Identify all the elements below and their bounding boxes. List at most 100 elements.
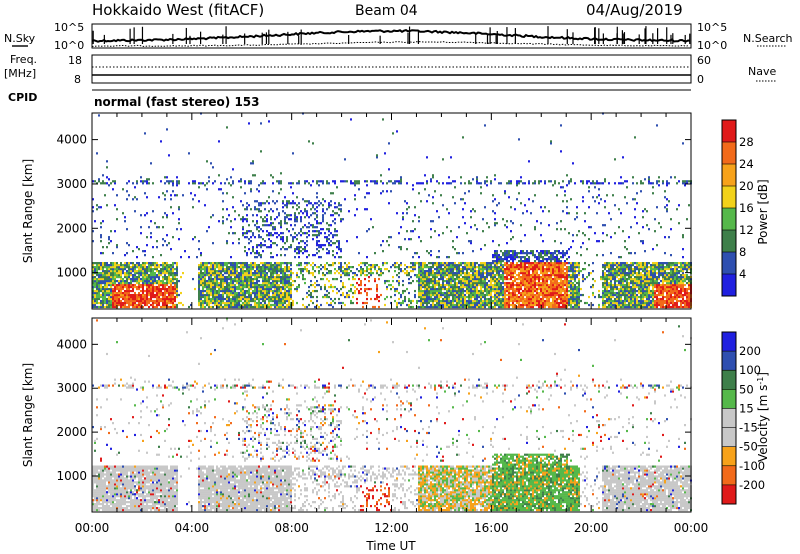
power-cell [226,303,228,307]
power-cell [264,182,266,185]
power-cell [424,174,426,177]
power-cell [122,281,124,285]
power-cell [372,266,374,269]
power-cell [534,283,536,287]
power-cell [250,285,252,289]
power-cell [270,267,272,271]
power-cell [440,301,442,305]
power-cell [518,192,520,195]
power-cell [176,228,178,231]
power-cell [400,267,402,271]
power-cell [200,279,202,283]
power-cell [284,267,286,271]
power-cell [548,303,550,307]
power-cell [318,180,320,183]
power-cell [172,277,174,281]
power-cell [514,269,516,273]
power-cell [394,293,396,297]
power-cell [136,256,138,259]
power-cell [198,285,200,289]
power-cell [258,271,260,275]
power-cell [96,281,98,285]
power-cell [308,234,310,237]
power-cell [136,277,138,281]
power-cell [246,303,248,307]
power-cell [262,244,264,247]
power-cell [100,279,102,283]
power-cell [298,267,300,271]
power-cell [162,269,164,273]
power-cell [304,281,306,285]
power-cell [244,218,246,221]
power-cell [284,220,286,223]
power-cell [212,281,214,285]
power-cell [506,254,508,257]
power-cell [200,289,202,293]
power-cell [386,287,388,291]
power-cell [252,283,254,287]
power-cell [172,305,174,309]
power-cell [392,279,394,283]
power-cell [516,283,518,287]
power-cell [238,287,240,291]
power-cell [210,293,212,297]
power-cell [398,279,400,283]
power-cell [130,279,132,283]
power-cell [154,299,156,303]
power-cell [500,256,502,259]
power-cell [498,275,500,279]
power-cell [132,303,134,307]
power-cell [318,234,320,237]
power-cell [412,299,414,303]
power-cell [198,297,200,301]
power-cell [264,289,266,293]
power-cell [354,194,356,197]
power-cell [224,289,226,293]
power-cell [366,297,368,301]
power-cell [336,277,338,281]
power-cell [388,244,390,247]
power-cell [400,293,402,297]
power-cell [474,266,476,269]
power-cell [240,291,242,295]
power-cell [428,301,430,305]
power-cell [470,277,472,281]
power-cell [148,291,150,295]
power-cell [288,202,290,205]
power-cell [448,295,450,299]
power-cell [402,289,404,293]
power-cell [250,264,252,267]
power-cell [424,262,426,265]
power-cell [254,208,256,211]
power-cell [544,281,546,285]
power-cell [220,285,222,289]
power-cell [354,289,356,293]
power-cell [324,264,326,267]
power-cell [516,256,518,259]
power-cell [148,267,150,271]
power-cell [102,277,104,281]
power-cell [130,295,132,299]
power-cell [266,287,268,291]
power-cell [290,305,292,309]
power-cell [544,305,546,309]
power-cell [466,301,468,305]
power-cell [276,289,278,293]
power-cell [528,289,530,293]
power-cell [296,182,298,185]
power-cell [426,250,428,253]
power-cell [464,295,466,299]
power-cell [222,291,224,295]
power-cell [114,297,116,301]
power-cell [316,220,318,223]
power-cell [242,305,244,309]
power-cell [332,254,334,257]
power-cell [322,218,324,221]
power-cell [522,301,524,305]
power-cell [520,250,522,253]
power-cell [268,262,270,265]
power-cell [512,258,514,261]
power-cell [230,277,232,281]
power-cell [204,266,206,269]
power-cell [164,194,166,197]
